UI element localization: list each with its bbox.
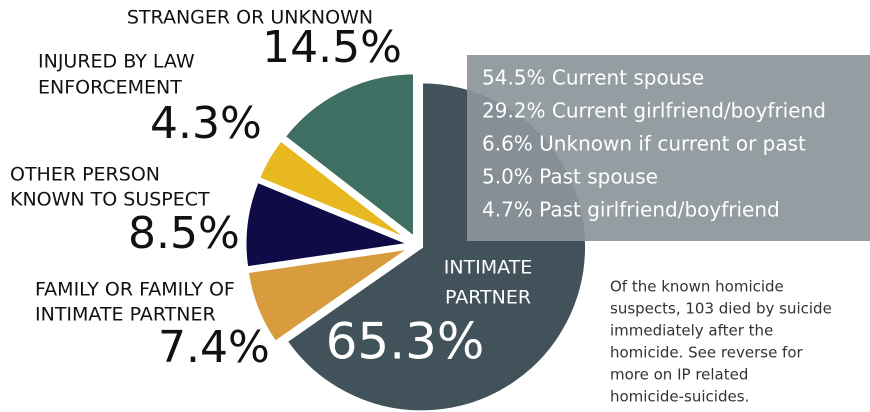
pie-slice: [243, 179, 416, 270]
slice-value: 14.5%: [262, 22, 402, 73]
slice-label: STRANGER OR UNKNOWN: [127, 7, 373, 29]
slice-value: 4.3%: [150, 98, 262, 149]
note-line: suspects, 103 died by suicide: [610, 300, 832, 318]
pie-slice: [281, 71, 416, 241]
slice-label: KNOWN TO SUSPECT: [10, 189, 210, 211]
breakdown-line: 29.2% Current girlfriend/boyfriend: [482, 99, 826, 123]
note-line: homicide. See reverse for: [610, 344, 804, 362]
slice-label: FAMILY OR FAMILY OF: [35, 279, 235, 301]
pie-slice: [245, 246, 412, 345]
slice-value: 7.4%: [158, 322, 270, 373]
breakdown-line: 6.6% Unknown if current or past: [482, 132, 806, 156]
breakdown-box: [467, 55, 870, 241]
note-line: more on IP related: [610, 366, 748, 384]
slice-label: OTHER PERSON: [10, 164, 160, 186]
note-line: Of the known homicide: [610, 278, 784, 296]
pie-slice: [256, 137, 412, 243]
slice-label: ENFORCEMENT: [38, 77, 182, 99]
note-line: homicide-suicides.: [610, 388, 749, 406]
slice-value: 65.3%: [326, 313, 485, 371]
slice-label: PARTNER: [445, 287, 531, 309]
slice-label: INJURED BY LAW: [38, 51, 195, 73]
slice-value: 8.5%: [128, 208, 240, 259]
slice-label: INTIMATE: [444, 257, 533, 279]
breakdown-line: 4.7% Past girlfriend/boyfriend: [482, 198, 780, 222]
breakdown-line: 5.0% Past spouse: [482, 165, 658, 189]
breakdown-line: 54.5% Current spouse: [482, 66, 704, 90]
slice-label: INTIMATE PARTNER: [35, 304, 216, 326]
note-line: immediately after the: [610, 322, 773, 340]
